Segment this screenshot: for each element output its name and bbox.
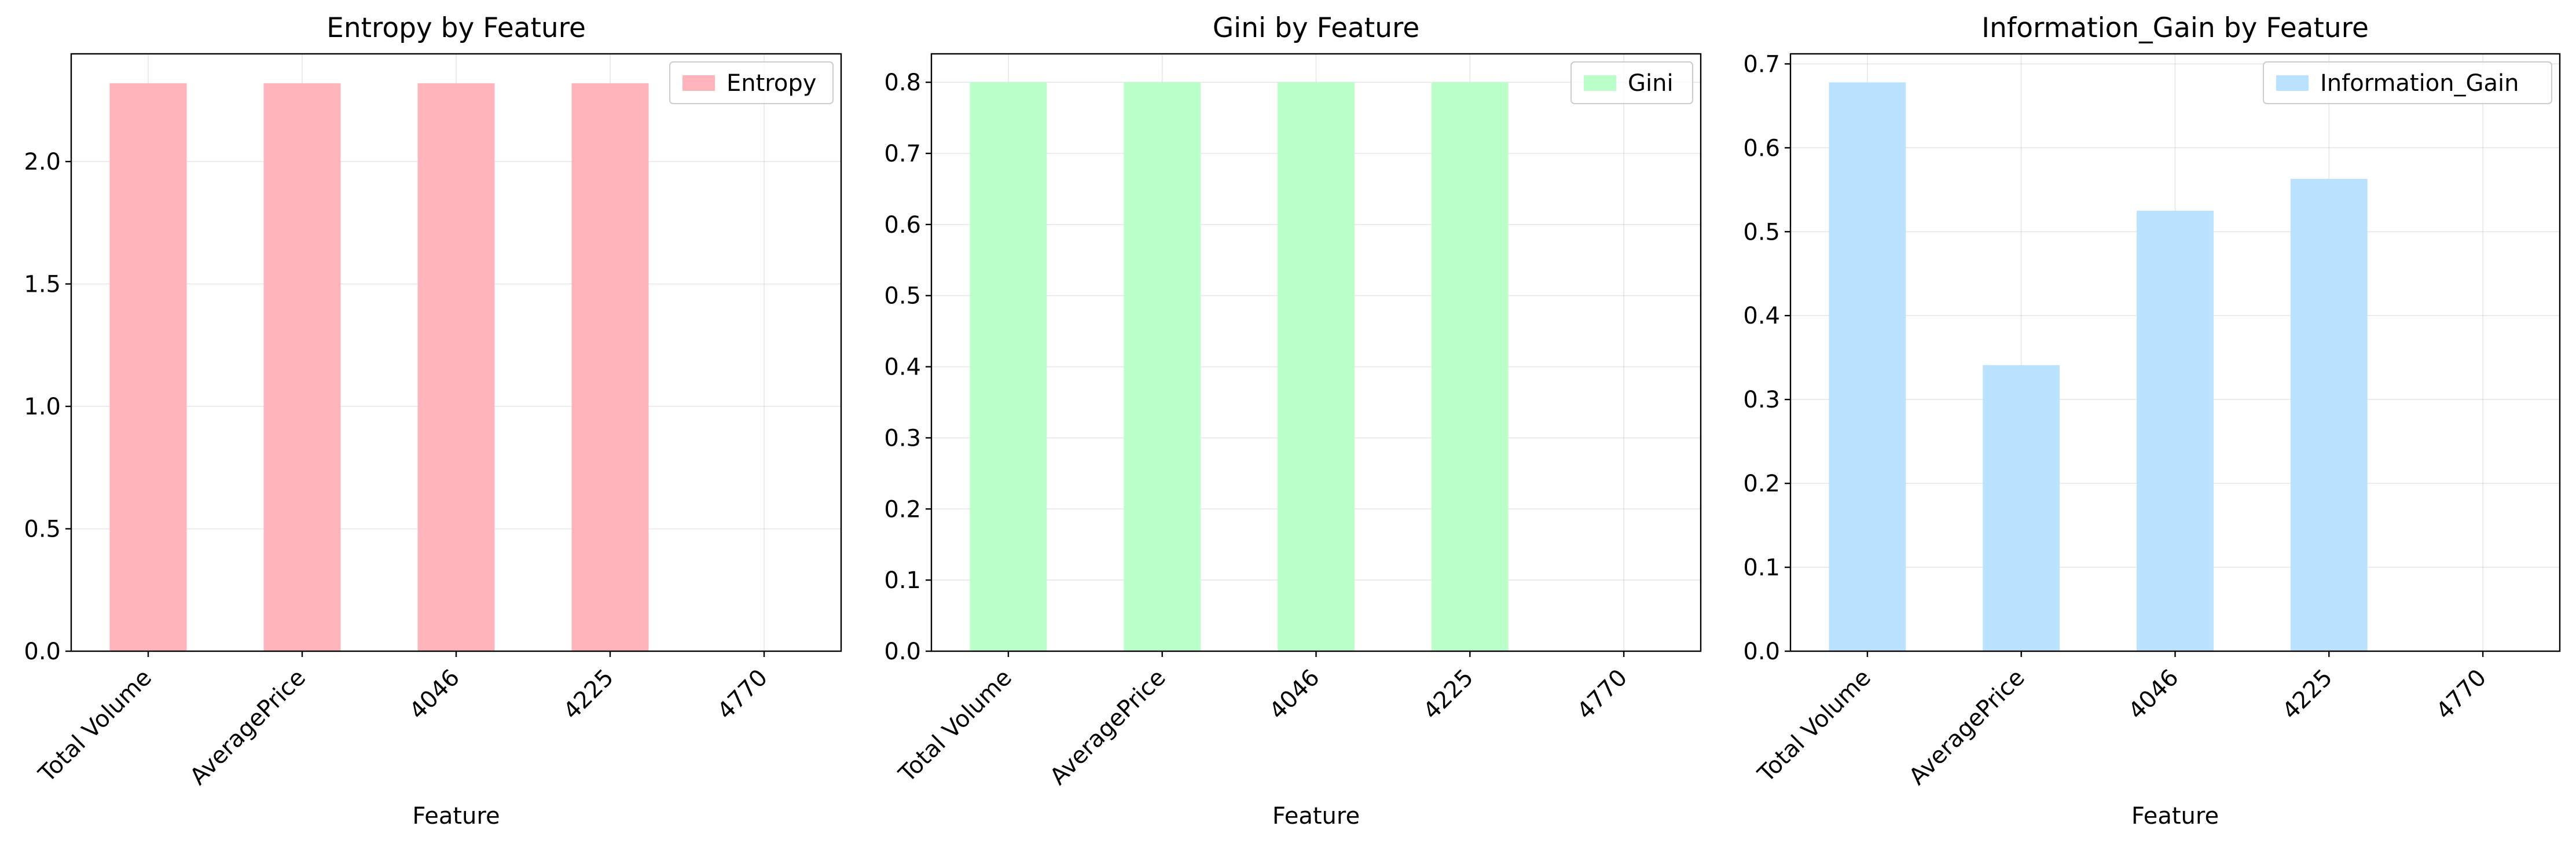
legend-label: Gini [1628, 70, 1674, 97]
y-tick-label: 0.1 [884, 567, 921, 594]
y-tick-label: 0.0 [24, 638, 61, 665]
x-tick-label: Total Volume [893, 665, 1017, 788]
y-tick-label: 0.1 [1743, 555, 1780, 581]
y-tick-label: 0.3 [1743, 387, 1780, 413]
legend-label: Information_Gain [2320, 70, 2519, 97]
bar [1124, 82, 1201, 652]
y-tick-label: 0.4 [884, 354, 921, 381]
y-tick-label: 0.7 [884, 141, 921, 167]
bar [1431, 82, 1509, 652]
x-axis-label: Feature [2131, 803, 2219, 829]
legend-label: Entropy [726, 70, 816, 97]
y-tick-label: 0.6 [1743, 135, 1780, 161]
x-tick-label: AveragePrice [1904, 665, 2030, 791]
bar [970, 82, 1047, 652]
y-tick-label: 0.0 [884, 638, 921, 665]
chart-title: Entropy by Feature [326, 12, 586, 44]
x-axis-label: Feature [412, 803, 500, 829]
bar [109, 83, 187, 652]
legend-swatch [2276, 75, 2309, 91]
x-tick-label: 4046 [1264, 665, 1325, 725]
x-tick-label: 4770 [1572, 665, 1633, 725]
y-tick-label: 0.5 [1743, 219, 1780, 245]
bar [1829, 82, 1906, 652]
x-tick-label: 4046 [2123, 665, 2184, 725]
bar [263, 83, 341, 652]
x-tick-label: AveragePrice [185, 665, 311, 791]
bar [1278, 82, 1355, 652]
x-tick-label: 4770 [2431, 665, 2492, 725]
y-tick-label: 0.6 [884, 212, 921, 238]
y-tick-label: 2.0 [24, 149, 61, 175]
x-tick-label: 4770 [713, 665, 773, 725]
bar [1983, 365, 2060, 651]
legend-box [2263, 61, 2552, 104]
y-tick-label: 0.3 [884, 425, 921, 451]
x-tick-label: 4046 [405, 665, 465, 725]
x-tick-label: Total Volume [34, 665, 157, 788]
bar [571, 83, 649, 652]
y-tick-label: 0.4 [1743, 303, 1780, 329]
y-tick-label: 0.7 [1743, 51, 1780, 78]
legend-box [1570, 61, 1693, 104]
x-tick-label: 4225 [1418, 665, 1479, 725]
bar [2137, 211, 2214, 652]
x-axis-label: Feature [1272, 803, 1360, 829]
bar [2290, 178, 2368, 651]
x-tick-label: 4225 [559, 665, 619, 725]
y-tick-label: 1.0 [24, 394, 61, 420]
legend-box [669, 61, 834, 104]
y-tick-label: 0.8 [884, 69, 921, 96]
chart-title: Gini by Feature [1213, 12, 1419, 44]
chart-panel-3: 0.0 0.1 0.2 0.3 0.4 0.5 0.6 0.7 Total Volume Aver… [1743, 12, 2561, 829]
chart-panel-2: 0.0 0.1 0.2 0.3 0.4 0.5 0.6 0.7 0.8 Total Volume A… [884, 12, 1702, 829]
legend-swatch [1584, 75, 1616, 91]
bar [417, 83, 495, 652]
y-tick-label: 0.5 [24, 516, 61, 543]
x-tick-label: 4225 [2277, 665, 2338, 725]
y-tick-label: 0.2 [1743, 471, 1780, 497]
y-tick-label: 0.2 [884, 496, 921, 523]
y-tick-label: 1.5 [24, 271, 61, 298]
y-tick-label: 0.0 [1743, 638, 1780, 665]
chart-panel-1: 0.0 0.5 1.0 1.5 2.0 Total Volume AveragePrice 4… [24, 12, 842, 829]
x-tick-label: Total Volume [1752, 665, 1876, 788]
chart-title: Information_Gain by Feature [1981, 12, 2369, 44]
legend-swatch [682, 75, 715, 91]
y-tick-label: 0.5 [884, 283, 921, 310]
x-tick-label: AveragePrice [1045, 665, 1171, 791]
